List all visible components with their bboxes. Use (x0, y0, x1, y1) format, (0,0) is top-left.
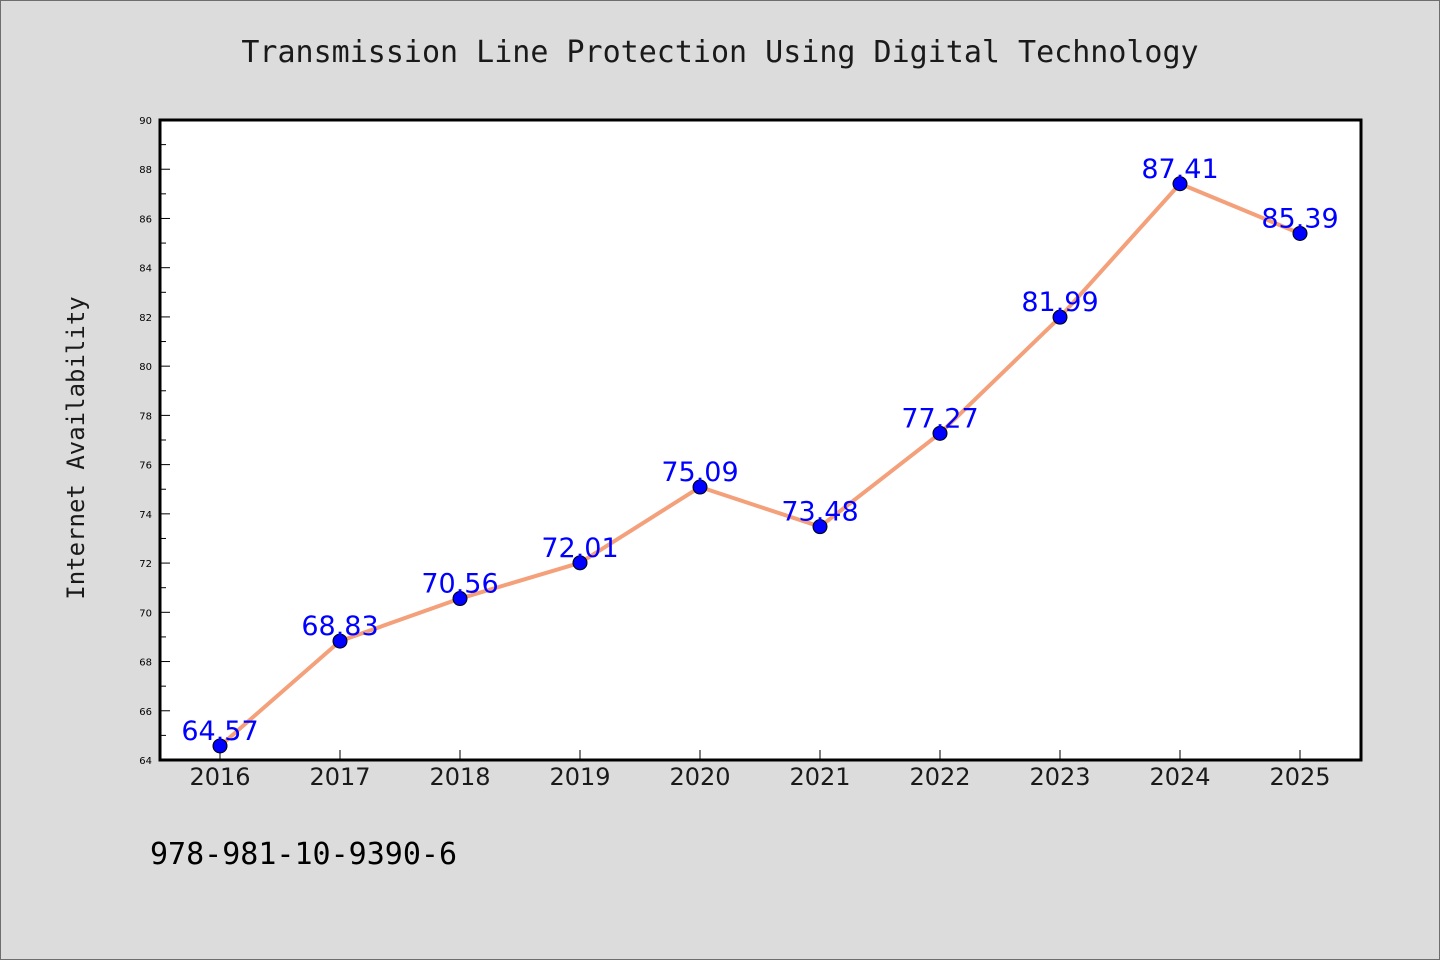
data-label: 81.99 (1021, 287, 1098, 318)
x-tick-label: 2018 (429, 763, 490, 791)
data-label: 87.41 (1141, 154, 1218, 185)
data-point-marker (572, 555, 588, 571)
series-line-group (218, 181, 1302, 748)
marker-group (212, 176, 1308, 754)
y-tick-label: 78 (139, 411, 152, 422)
y-tick-label: 72 (139, 559, 152, 570)
data-label: 73.48 (781, 497, 858, 528)
y-tick-label: 64 (139, 756, 152, 767)
y-tick-label: 90 (139, 116, 152, 127)
series-line (218, 181, 1302, 748)
y-tick-label: 80 (139, 362, 152, 373)
y-tick-label: 70 (139, 608, 152, 619)
data-label: 85.39 (1261, 203, 1338, 234)
data-point-marker (212, 738, 228, 754)
data-label: 70.56 (421, 569, 498, 600)
data-point-marker (932, 425, 948, 441)
y-axis-label: Internet Availability (62, 296, 90, 599)
data-point-marker (452, 591, 468, 607)
data-point-marker (332, 633, 348, 649)
x-tick-label: 2016 (189, 763, 250, 791)
data-point-marker (1172, 176, 1188, 192)
data-label: 77.27 (901, 403, 978, 434)
y-tick-label: 84 (139, 264, 152, 275)
data-label: 64.57 (181, 716, 258, 747)
plot-area (160, 120, 1361, 760)
x-tick-label: 2020 (669, 763, 730, 791)
data-point-marker (692, 479, 708, 495)
x-tick-label: 2023 (1029, 763, 1090, 791)
plot-border (158, 118, 1363, 762)
y-tick-label: 86 (139, 214, 152, 225)
data-point-marker (1052, 309, 1068, 325)
x-axis-ticks: 2016 2017 2018 2019 2020 2021 2022 2023 2024 2025 (189, 750, 1331, 791)
data-label-group: 64.57 68.83 70.56 72.01 75.09 73.48 77.27 81.99… (181, 154, 1338, 747)
chart-title: Transmission Line Protection Using Digit… (241, 35, 1198, 70)
data-point-marker (812, 519, 828, 535)
y-tick-label: 66 (139, 707, 152, 718)
x-tick-label: 2021 (789, 763, 850, 791)
y-tick-label: 68 (139, 658, 152, 669)
data-label: 68.83 (301, 611, 378, 642)
y-tick-label: 82 (139, 313, 152, 324)
y-tick-label: 88 (139, 165, 152, 176)
x-tick-label: 2024 (1149, 763, 1210, 791)
data-point-marker (1292, 225, 1308, 241)
x-tick-label: 2017 (309, 763, 370, 791)
x-tick-label: 2022 (909, 763, 970, 791)
footer-isbn: 978-981-10-9390-6 (150, 837, 457, 872)
x-tick-label: 2019 (549, 763, 610, 791)
y-tick-label: 74 (139, 510, 152, 521)
data-label: 72.01 (541, 533, 618, 564)
x-tick-label: 2025 (1269, 763, 1330, 791)
y-tick-label: 76 (139, 461, 152, 472)
data-label: 75.09 (661, 457, 738, 488)
